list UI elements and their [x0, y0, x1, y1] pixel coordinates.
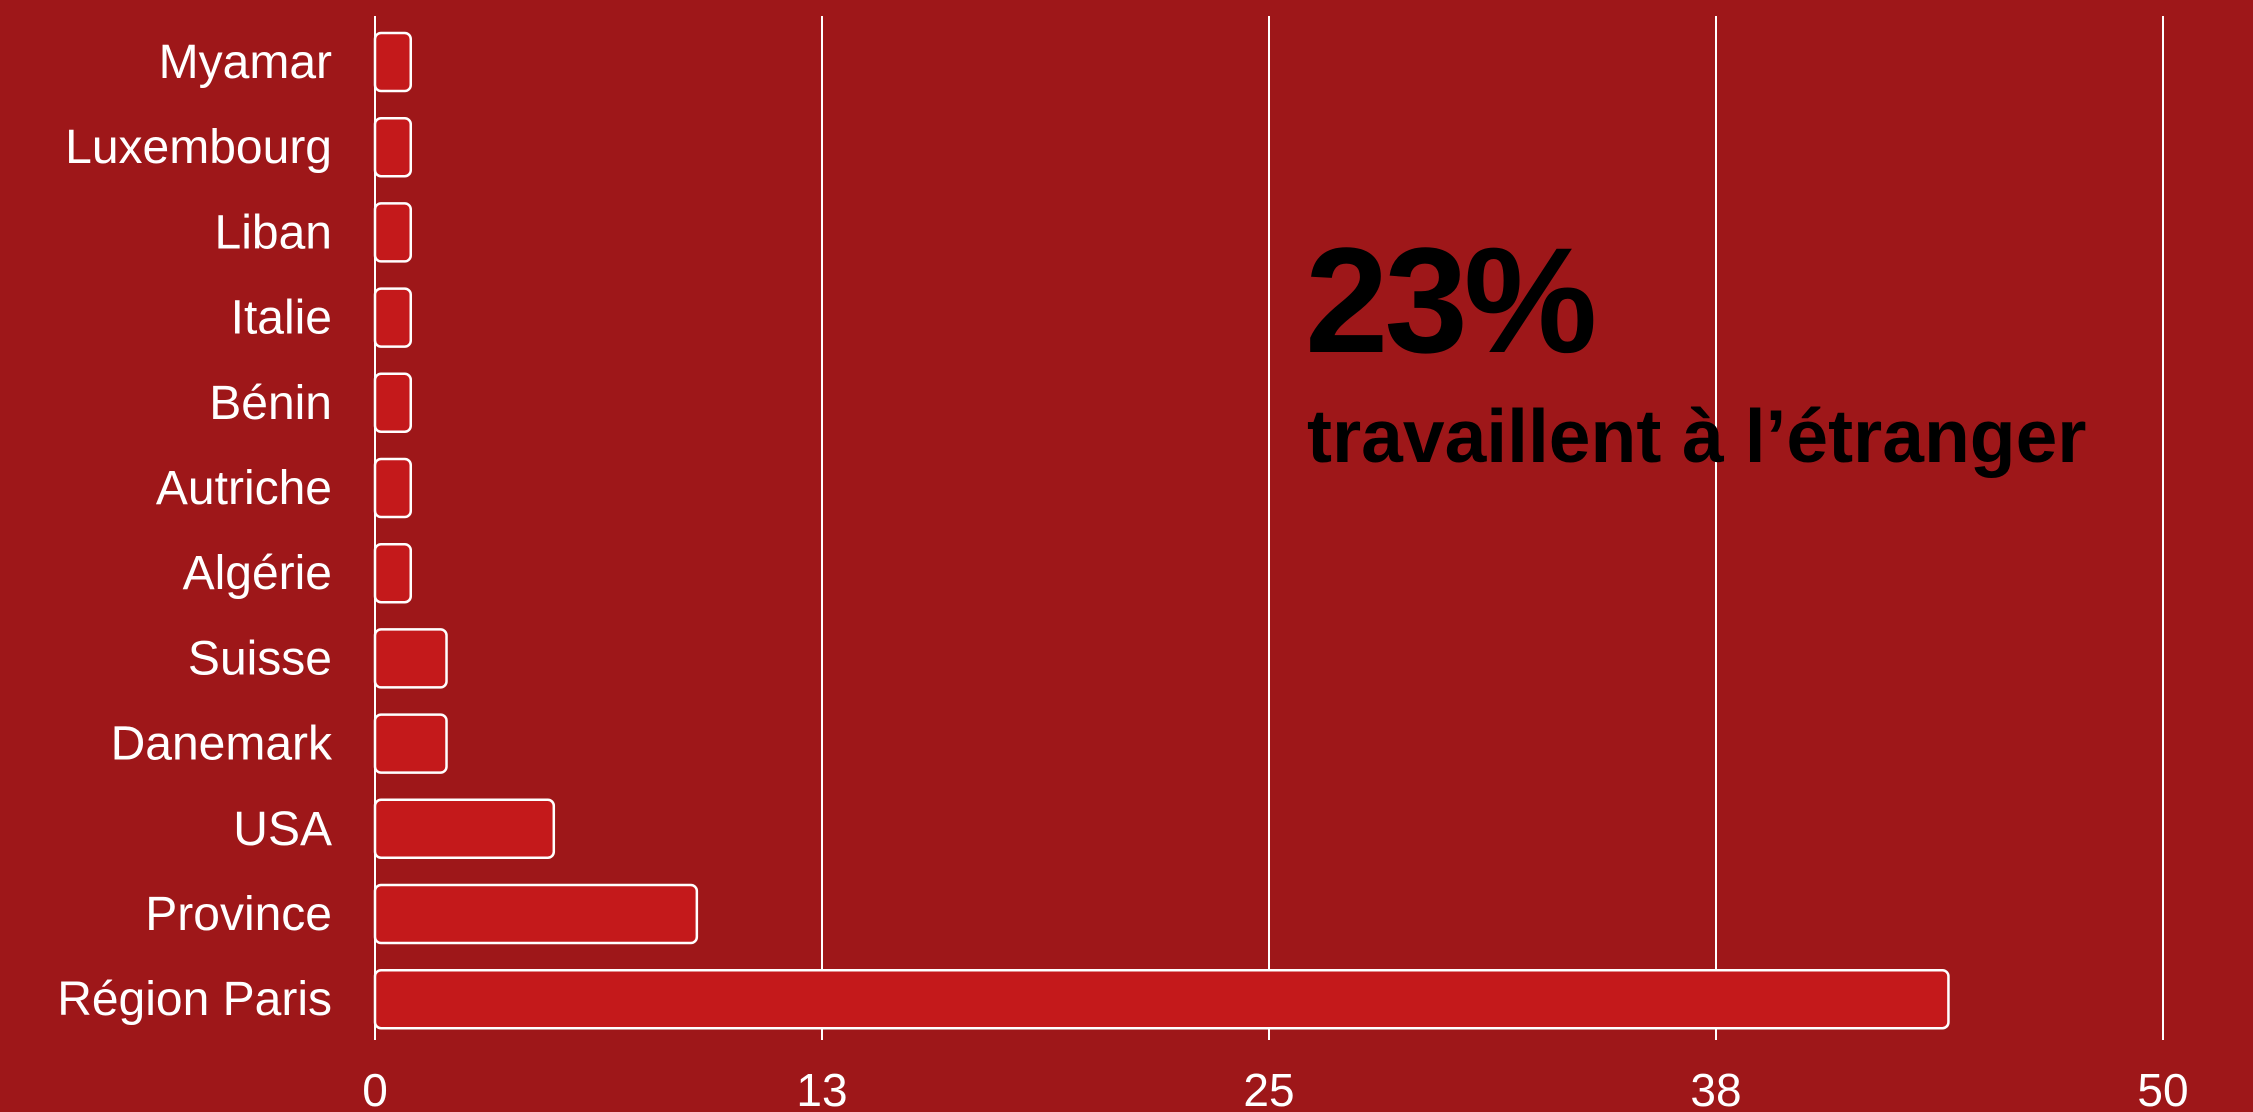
category-label: Suisse — [188, 632, 332, 685]
bar-danemark — [373, 713, 448, 774]
x-tick-label: 38 — [1690, 1064, 1741, 1112]
category-label: Luxembourg — [65, 121, 332, 174]
annotation-value: 23% — [1305, 216, 1594, 384]
category-label: Région Paris — [57, 973, 332, 1026]
category-label: Danemark — [111, 718, 333, 771]
annotation: 23% travaillent à l’étranger — [1305, 216, 2086, 478]
bar-suisse — [373, 628, 448, 689]
bar-autriche — [373, 457, 413, 519]
category-label: Myamar — [159, 36, 332, 89]
bar-province — [373, 883, 699, 945]
x-tick-label: 13 — [796, 1064, 847, 1112]
category-label: Italie — [231, 292, 332, 345]
bar-myamar — [373, 31, 413, 93]
x-tick-label: 50 — [2137, 1064, 2188, 1112]
category-label: Bénin — [209, 377, 332, 430]
x-tick-label: 25 — [1243, 1064, 1294, 1112]
bar-r-gion-paris — [373, 968, 1950, 1030]
grid-lines — [821, 16, 2164, 1040]
category-labels: Myamar Luxembourg Liban Italie Bénin Autriche… — [57, 36, 333, 1026]
bar-italie — [373, 287, 413, 348]
category-label: Autriche — [156, 462, 332, 515]
bars — [373, 31, 1950, 1030]
x-tick-label: 0 — [362, 1064, 388, 1112]
category-label: USA — [233, 803, 332, 856]
category-label: Algérie — [183, 547, 332, 600]
bar-usa — [373, 798, 556, 860]
x-tick-labels: 0 13 25 38 50 — [362, 1064, 2188, 1112]
bar-b-nin — [373, 372, 413, 434]
category-label: Liban — [215, 206, 332, 259]
annotation-text: travaillent à l’étranger — [1307, 394, 2086, 478]
bar-luxembourg — [373, 116, 413, 178]
bar-alg-rie — [373, 542, 413, 604]
category-label: Province — [145, 888, 332, 941]
bar-liban — [373, 202, 413, 263]
